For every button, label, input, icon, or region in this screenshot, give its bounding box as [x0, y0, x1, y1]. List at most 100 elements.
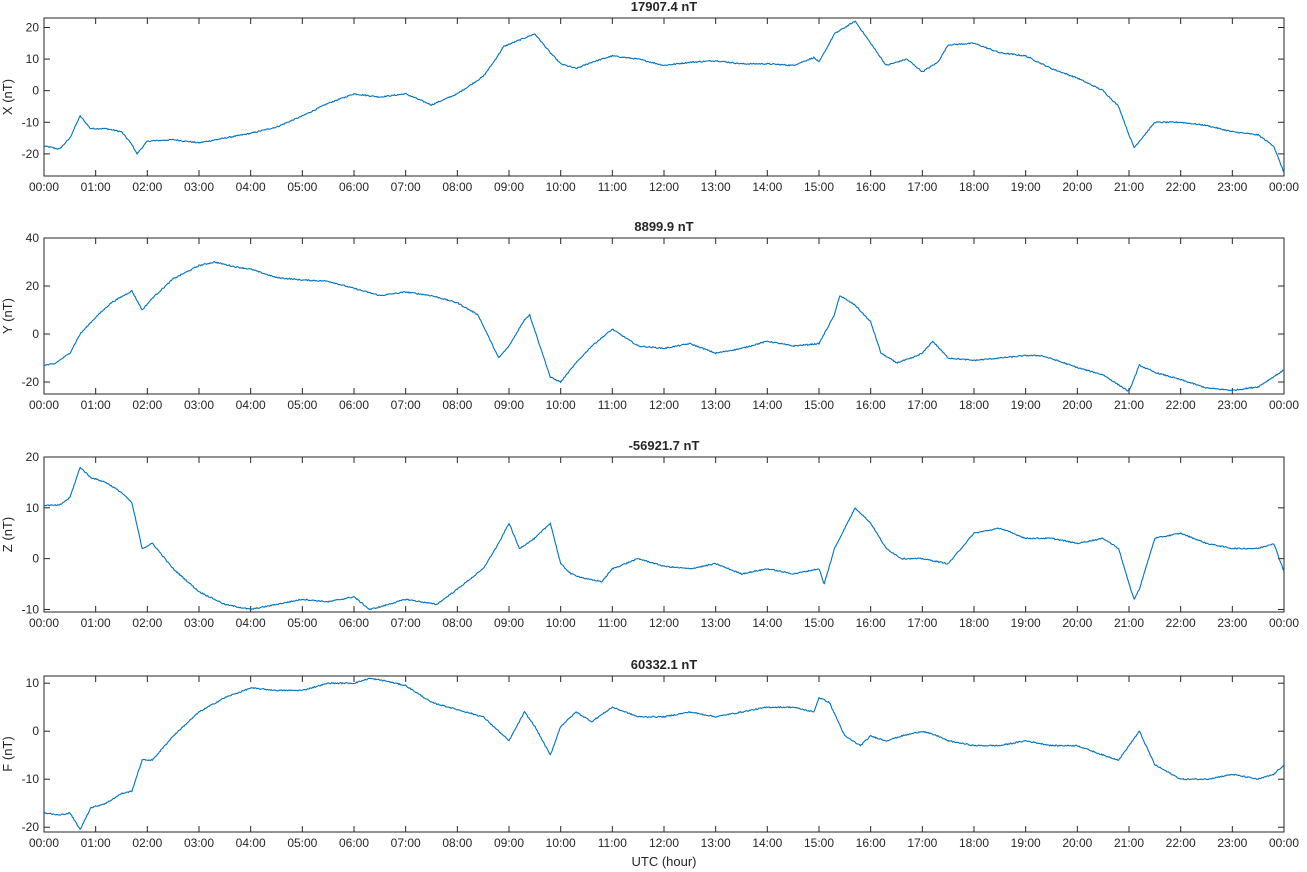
x-tick-label: 22:00 [1166, 180, 1196, 194]
x-tick-label: 12:00 [649, 180, 679, 194]
y-tick-label: 0 [32, 327, 39, 341]
x-tick-label: 07:00 [391, 180, 421, 194]
x-tick-label: 17:00 [907, 836, 937, 850]
x-tick-label: 09:00 [494, 180, 524, 194]
x-tick-label: 22:00 [1166, 398, 1196, 412]
y-tick-label: -10 [22, 115, 40, 129]
x-tick-label: 00:00 [1269, 180, 1299, 194]
x-tick-label: 06:00 [339, 180, 369, 194]
x-tick-label: 01:00 [81, 836, 111, 850]
x-tick-label: 06:00 [339, 616, 369, 630]
x-tick-label: 21:00 [1114, 616, 1144, 630]
x-tick-label: 16:00 [856, 398, 886, 412]
x-tick-label: 04:00 [236, 616, 266, 630]
series-line [43, 261, 1284, 392]
x-tick-label: 18:00 [959, 398, 989, 412]
y-tick-label: 10 [26, 501, 40, 515]
chart-title: 60332.1 nT [631, 657, 698, 672]
x-tick-label: 14:00 [752, 180, 782, 194]
x-tick-label: 13:00 [701, 398, 731, 412]
x-tick-label: 15:00 [804, 398, 834, 412]
x-tick-label: 04:00 [236, 398, 266, 412]
x-tick-label: 21:00 [1114, 398, 1144, 412]
x-tick-label: 13:00 [701, 616, 731, 630]
x-tick-label: 00:00 [1269, 836, 1299, 850]
x-tick-label: 23:00 [1217, 180, 1247, 194]
panel-x: 17907.4 nT X (nT) -20 -10 0 10 20 00:00 01:00 02:… [0, 0, 1299, 194]
x-tick-label: 02:00 [132, 836, 162, 850]
x-tick-label: 03:00 [184, 836, 214, 850]
x-tick-label: 01:00 [81, 616, 111, 630]
x-tick-label: 20:00 [1062, 616, 1092, 630]
y-tick-label: 20 [26, 20, 40, 34]
y-tick-label: 0 [32, 724, 39, 738]
x-tick-label: 22:00 [1166, 616, 1196, 630]
y-tick-label: -10 [22, 602, 40, 616]
x-tick-label: 01:00 [81, 180, 111, 194]
x-tick-label: 14:00 [752, 836, 782, 850]
x-tick-label: 16:00 [856, 180, 886, 194]
x-tick-label: 05:00 [287, 836, 317, 850]
x-tick-label: 11:00 [598, 180, 627, 194]
series-line [43, 466, 1285, 611]
x-tick-label: 12:00 [649, 836, 679, 850]
y-axis-label: Z (nT) [0, 517, 15, 552]
x-tick-label: 00:00 [29, 616, 59, 630]
y-axis-label: X (nT) [0, 79, 15, 115]
panel-z: -56921.7 nT Z (nT) -10 0 10 20 00:00 01:00 02:00… [0, 438, 1299, 630]
series-line [43, 677, 1285, 830]
x-tick-label: 14:00 [752, 398, 782, 412]
axes-box [43, 17, 1285, 177]
x-tick-label: 20:00 [1062, 398, 1092, 412]
x-tick-label: 19:00 [1011, 616, 1041, 630]
chart-title: -56921.7 nT [629, 438, 700, 453]
x-tick-label: 16:00 [856, 616, 886, 630]
axes-box [43, 675, 1285, 833]
x-tick-label: 10:00 [546, 398, 576, 412]
x-tick-label: 10:00 [546, 616, 576, 630]
x-tick-label: 00:00 [29, 180, 59, 194]
y-tick-label: 10 [26, 676, 40, 690]
x-tick-label: 09:00 [494, 836, 524, 850]
x-tick-label: 13:00 [701, 836, 731, 850]
chart-title: 8899.9 nT [634, 219, 693, 234]
x-tick-label: 02:00 [132, 616, 162, 630]
x-tick-label: 03:00 [184, 180, 214, 194]
x-tick-label: 15:00 [804, 616, 834, 630]
x-tick-label: 15:00 [804, 836, 834, 850]
x-tick-label: 17:00 [907, 180, 937, 194]
x-tick-label: 19:00 [1011, 836, 1041, 850]
x-tick-label: 05:00 [287, 616, 317, 630]
x-tick-label: 08:00 [442, 836, 472, 850]
y-tick-label: 40 [26, 231, 40, 245]
x-tick-label: 08:00 [442, 398, 472, 412]
x-tick-label: 02:00 [132, 398, 162, 412]
x-tick-label: 00:00 [29, 398, 59, 412]
x-tick-label: 02:00 [132, 180, 162, 194]
x-tick-label: 06:00 [339, 398, 369, 412]
y-axis-label: F (nT) [0, 736, 15, 771]
series-line [43, 20, 1285, 174]
panel-f: 60332.1 nT F (nT) -20 -10 0 10 00:00 01:00 02:00… [0, 657, 1299, 869]
x-tick-label: 09:00 [494, 398, 524, 412]
x-tick-label: 22:00 [1166, 836, 1196, 850]
x-tick-label: 10:00 [546, 836, 576, 850]
x-tick-label: 19:00 [1011, 398, 1041, 412]
y-tick-label: -10 [22, 772, 40, 786]
y-axis-label: Y (nT) [0, 298, 15, 334]
x-tick-label: 08:00 [442, 180, 472, 194]
x-axis-label: UTC (hour) [631, 854, 696, 869]
x-tick-label: 15:00 [804, 180, 834, 194]
x-tick-label: 23:00 [1217, 398, 1247, 412]
x-tick-label: 10:00 [546, 180, 576, 194]
x-tick-label: 07:00 [391, 616, 421, 630]
x-tick-label: 21:00 [1114, 836, 1144, 850]
y-tick-label: 10 [26, 52, 40, 66]
x-tick-label: 14:00 [752, 616, 782, 630]
x-tick-label: 20:00 [1062, 836, 1092, 850]
x-tick-label: 04:00 [236, 836, 266, 850]
x-tick-label: 11:00 [598, 398, 627, 412]
x-tick-label: 11:00 [598, 836, 627, 850]
x-tick-label: 00:00 [1269, 398, 1299, 412]
